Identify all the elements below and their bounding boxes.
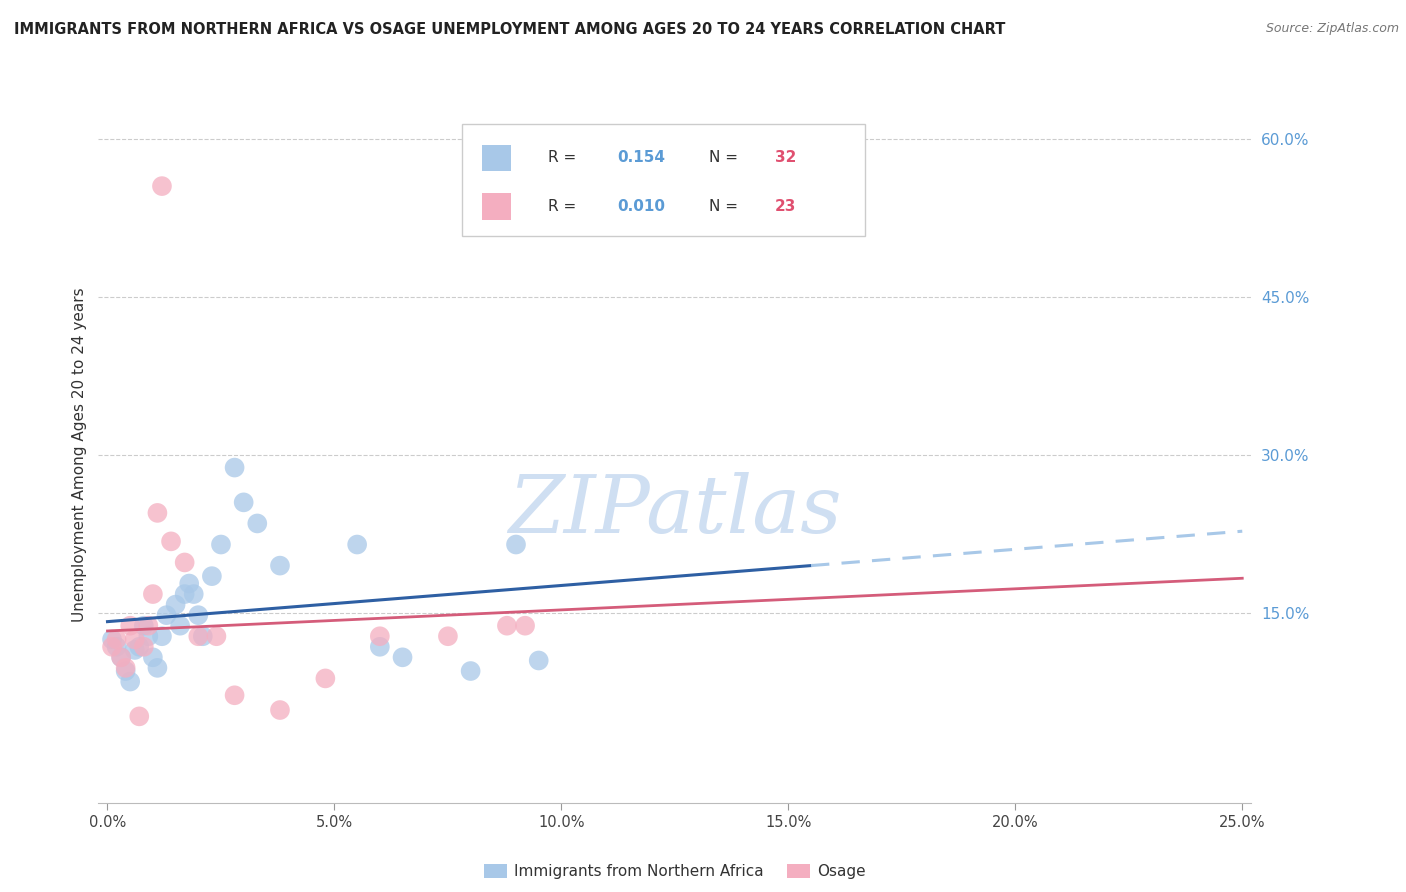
Point: [224, 688, 246, 702]
Text: Source: ZipAtlas.com: Source: ZipAtlas.com: [1265, 22, 1399, 36]
Point: [132, 640, 155, 654]
Point: [496, 618, 519, 632]
Point: [155, 608, 177, 623]
Point: [110, 650, 132, 665]
Point: [346, 537, 368, 551]
Point: [101, 640, 124, 654]
Text: R =: R =: [548, 199, 581, 214]
Point: [101, 632, 124, 647]
Point: [246, 516, 269, 531]
FancyBboxPatch shape: [482, 145, 510, 171]
Text: 0.010: 0.010: [617, 199, 665, 214]
Point: [187, 629, 209, 643]
Point: [146, 661, 169, 675]
Point: [314, 672, 336, 686]
Point: [105, 632, 128, 647]
Text: ZIPatlas: ZIPatlas: [508, 472, 842, 549]
Point: [128, 709, 150, 723]
Point: [183, 587, 205, 601]
Point: [138, 629, 160, 643]
Point: [460, 664, 482, 678]
Point: [114, 661, 136, 675]
Point: [173, 556, 195, 570]
Point: [513, 618, 536, 632]
Point: [128, 640, 150, 654]
Point: [505, 537, 527, 551]
Point: [114, 664, 136, 678]
Point: [191, 629, 214, 643]
Text: 23: 23: [775, 199, 797, 214]
Point: [232, 495, 254, 509]
Point: [527, 653, 550, 667]
Point: [173, 587, 195, 601]
Point: [142, 587, 165, 601]
Point: [160, 534, 183, 549]
Point: [150, 179, 173, 194]
Point: [205, 629, 228, 643]
Point: [142, 650, 165, 665]
Point: [269, 558, 291, 573]
Text: 0.154: 0.154: [617, 151, 665, 165]
Point: [179, 576, 201, 591]
Point: [368, 629, 391, 643]
Point: [169, 618, 191, 632]
Point: [146, 506, 169, 520]
Text: N =: N =: [710, 151, 744, 165]
Point: [187, 608, 209, 623]
Text: N =: N =: [710, 199, 744, 214]
Point: [132, 618, 155, 632]
Text: R =: R =: [548, 151, 581, 165]
Text: IMMIGRANTS FROM NORTHERN AFRICA VS OSAGE UNEMPLOYMENT AMONG AGES 20 TO 24 YEARS : IMMIGRANTS FROM NORTHERN AFRICA VS OSAGE…: [14, 22, 1005, 37]
Point: [124, 632, 146, 647]
Point: [105, 640, 128, 654]
Point: [150, 629, 173, 643]
Point: [120, 674, 142, 689]
Point: [120, 618, 142, 632]
Point: [209, 537, 232, 551]
Point: [124, 643, 146, 657]
Point: [391, 650, 413, 665]
Text: 32: 32: [775, 151, 797, 165]
FancyBboxPatch shape: [461, 124, 865, 235]
Legend: Immigrants from Northern Africa, Osage: Immigrants from Northern Africa, Osage: [478, 858, 872, 886]
Point: [201, 569, 224, 583]
Point: [165, 598, 187, 612]
Point: [138, 618, 160, 632]
Point: [437, 629, 460, 643]
FancyBboxPatch shape: [482, 194, 510, 219]
Point: [368, 640, 391, 654]
Y-axis label: Unemployment Among Ages 20 to 24 years: Unemployment Among Ages 20 to 24 years: [72, 287, 87, 623]
Point: [110, 650, 132, 665]
Point: [224, 460, 246, 475]
Point: [269, 703, 291, 717]
